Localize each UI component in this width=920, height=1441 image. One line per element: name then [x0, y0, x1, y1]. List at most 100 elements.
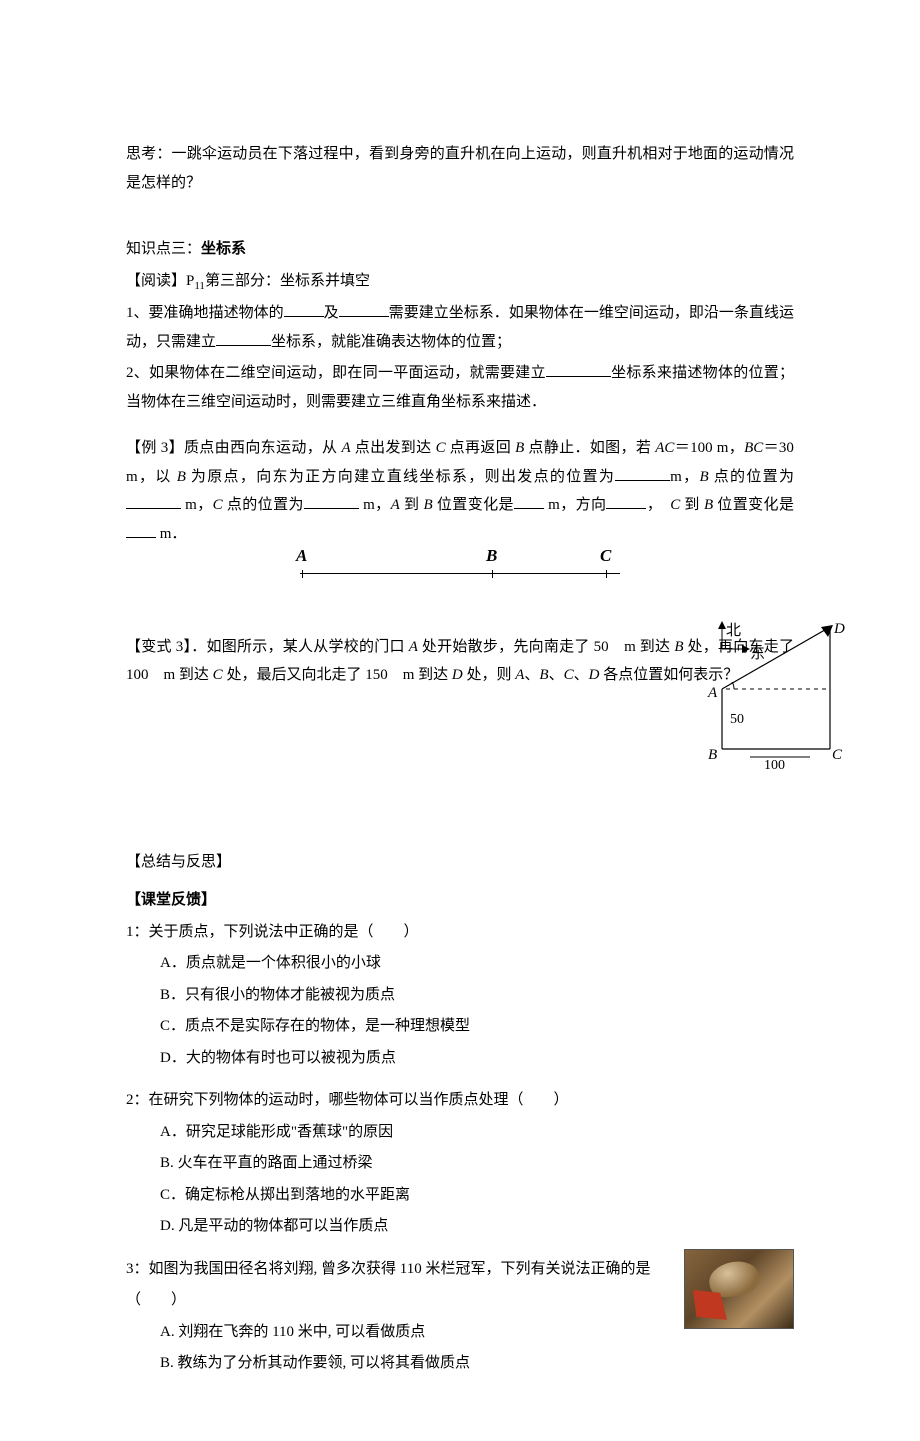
reading-line: 【阅读】P11第三部分：坐标系并填空 [126, 267, 794, 297]
blank-field[interactable] [546, 361, 611, 378]
t: 点出发到达 [351, 440, 436, 456]
blank-field[interactable] [606, 493, 646, 510]
axis-line [300, 573, 620, 574]
var-B: B [699, 469, 708, 485]
tick [606, 570, 607, 578]
var-B: B [424, 497, 433, 513]
l1b: 及 [324, 305, 339, 321]
fill-line-1: 1、要准确地描述物体的及需要建立坐标系．如果物体在一维空间运动，即沿一条直线运动… [126, 299, 794, 356]
t: 处，则 [463, 667, 516, 683]
t: 处开始散步，先向南走了 50 m 到达 [418, 639, 674, 655]
t: 、 [574, 667, 589, 683]
var-A: A [515, 667, 524, 683]
var-AC: AC [655, 440, 674, 456]
t: 到 [400, 497, 424, 513]
var-C: C [670, 497, 680, 513]
fig-50: 50 [730, 707, 744, 734]
thinking-paragraph: 思考：一跳伞运动员在下落过程中，看到身旁的直升机在向上运动，则直升机相对于地面的… [126, 140, 794, 197]
fill-line-2: 2、如果物体在二维空间运动，即在同一平面运动，就需要建立坐标系来描述物体的位置；… [126, 359, 794, 416]
q1-A: A．质点就是一个体积很小的小球 [126, 949, 794, 978]
t: ＝100 m， [674, 440, 744, 456]
label-B: B [486, 540, 497, 572]
east-label: 东 [750, 640, 765, 669]
q2-D: D. 凡是平动的物体都可以当作质点 [126, 1212, 794, 1241]
q2-B: B. 火车在平直的路面上通过桥梁 [126, 1149, 794, 1178]
l1d: 坐标系，就能准确表达物体的位置； [271, 334, 511, 350]
label-C: C [600, 540, 611, 572]
tick [302, 570, 303, 578]
var-C: C [213, 667, 223, 683]
heading-bold: 坐标系 [201, 241, 246, 257]
t: 点静止．如图，若 [524, 440, 655, 456]
read-sub: 11 [194, 280, 205, 292]
var-A: A [409, 639, 418, 655]
blank-field[interactable] [216, 329, 271, 346]
var-A: A [342, 440, 351, 456]
var-C: C [213, 497, 223, 513]
t: m， [181, 497, 213, 513]
t: 、 [549, 667, 564, 683]
t: 、 [524, 667, 539, 683]
feedback-title: 【课堂反馈】 [126, 886, 794, 915]
knowledge-point-3-heading: 知识点三：坐标系 [126, 235, 794, 264]
number-line-figure: A B C [126, 554, 794, 589]
summary-heading: 【总结与反思】 [126, 848, 794, 877]
q1-C: C．质点不是实际存在的物体，是一种理想模型 [126, 1012, 794, 1041]
fig-C: C [832, 741, 842, 770]
var-BC: BC [744, 440, 763, 456]
read-suffix: 第三部分：坐标系并填空 [205, 273, 370, 289]
t: m，方向 [544, 497, 607, 513]
fig-A: A [708, 679, 717, 708]
var-B: B [177, 469, 186, 485]
t: m． [156, 526, 186, 542]
q2-stem: 2：在研究下列物体的运动时，哪些物体可以当作质点处理（ ） [126, 1086, 794, 1115]
q2-C: C．确定标枪从掷出到落地的水平距离 [126, 1181, 794, 1210]
t: m， [670, 469, 699, 485]
q3-B: B. 教练为了分析其动作要领, 可以将其看做质点 [126, 1349, 794, 1378]
blank-field[interactable] [304, 493, 359, 510]
example-3: 【例 3】质点由西向东运动，从 A 点出发到达 C 点再返回 B 点静止．如图，… [126, 434, 794, 548]
t: 点再返回 [446, 440, 516, 456]
north-label: 北 [726, 617, 741, 646]
blank-field[interactable] [126, 521, 156, 538]
t: ， [646, 497, 670, 513]
blank-field[interactable] [284, 301, 324, 318]
var-B: B [515, 440, 524, 456]
q1-D: D．大的物体有时也可以被视为质点 [126, 1044, 794, 1073]
var-B: B [704, 497, 713, 513]
liuxiang-photo [684, 1249, 794, 1329]
q1-B: B．只有很小的物体才能被视为质点 [126, 981, 794, 1010]
l2a: 2、如果物体在二维空间运动，即在同一平面运动，就需要建立 [126, 365, 546, 381]
t: 处，最后又向北走了 150 m 到达 [223, 667, 452, 683]
var-A: A [391, 497, 400, 513]
blank-field[interactable] [615, 464, 670, 481]
blank-field[interactable] [514, 493, 544, 510]
t: 为原点，向东为正方向建立直线坐标系，则出发点的位置为 [186, 469, 615, 485]
tick [492, 570, 493, 578]
l1a: 1、要准确地描述物体的 [126, 305, 284, 321]
t: 位置变化是 [433, 497, 514, 513]
t: 【例 3】质点由西向东运动，从 [126, 440, 342, 456]
fig-100: 100 [764, 753, 785, 780]
variant-3: 【变式 3】．如图所示，某人从学校的门口 A 处开始散步，先向南走了 50 m … [126, 633, 794, 690]
blank-field[interactable] [126, 493, 181, 510]
read-prefix: 【阅读】P [126, 273, 194, 289]
blank-field[interactable] [339, 301, 389, 318]
fig-D: D [834, 615, 845, 644]
t: 点的位置为 [709, 469, 794, 485]
label-A: A [296, 540, 307, 572]
var-C: C [436, 440, 446, 456]
t: m， [359, 497, 391, 513]
var-C: C [564, 667, 574, 683]
var-D: D [452, 667, 463, 683]
fig-B: B [708, 741, 717, 770]
compass-figure: 北 东 A B C D 50 100 [702, 619, 852, 787]
q2-A: A．研究足球能形成"香蕉球"的原因 [126, 1118, 794, 1147]
t: 位置变化是 [713, 497, 794, 513]
t: 【变式 3】．如图所示，某人从学校的门口 [126, 639, 409, 655]
var-D: D [589, 667, 600, 683]
q3-block: 3：如图为我国田径名将刘翔, 曾多次获得 110 米栏冠军，下列有关说法正确的是… [126, 1255, 794, 1378]
var-B: B [539, 667, 548, 683]
heading-prefix: 知识点三： [126, 241, 201, 257]
t: 到 [680, 497, 704, 513]
